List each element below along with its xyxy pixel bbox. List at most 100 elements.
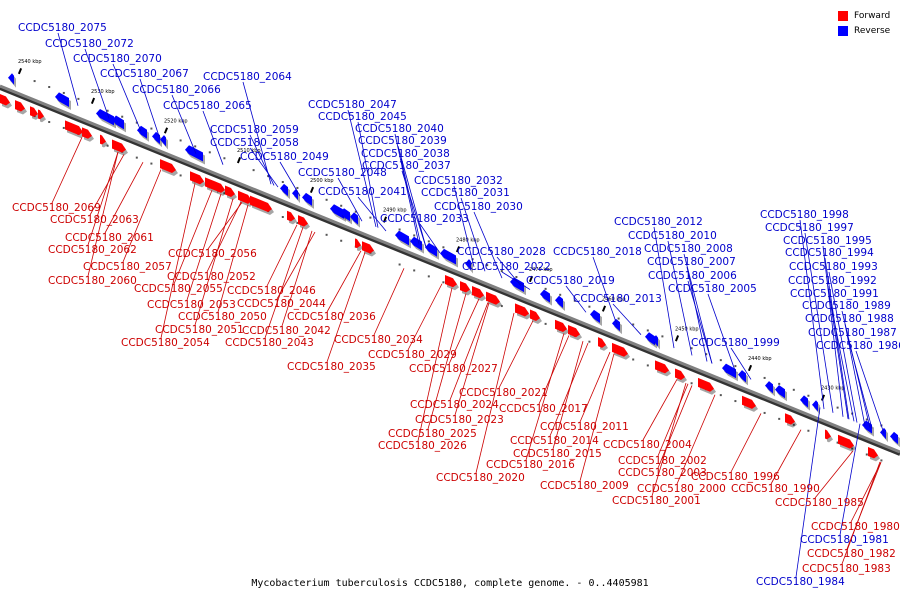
reverse-gene-arrow[interactable] — [465, 259, 471, 271]
reverse-gene-arrow[interactable] — [645, 332, 655, 346]
forward-gene-label: CCDC5180_1990 — [731, 483, 820, 495]
reverse-gene-arrow[interactable] — [722, 363, 736, 379]
reverse-gene-arrow[interactable] — [555, 295, 563, 308]
forward-gene-label-leader — [475, 312, 515, 474]
forward-gene-arrow[interactable] — [785, 413, 795, 425]
reverse-gene-arrow[interactable] — [152, 131, 160, 145]
reverse-gene-arrow[interactable] — [330, 204, 344, 219]
reverse-gene-arrow[interactable] — [590, 309, 600, 323]
forward-gene-label-leader — [841, 461, 881, 565]
forward-gene-label: CCDC5180_2051 — [155, 324, 244, 336]
forward-gene-arrow[interactable] — [287, 210, 295, 222]
minor-tick — [763, 411, 766, 414]
forward-gene-arrow[interactable] — [38, 109, 44, 120]
forward-gene-arrow[interactable] — [362, 241, 374, 254]
reverse-gene-arrow[interactable] — [890, 431, 898, 445]
forward-gene-label: CCDC5180_2027 — [409, 363, 498, 375]
reverse-gene-arrow[interactable] — [292, 188, 298, 201]
reverse-gene-arrow[interactable] — [738, 370, 746, 383]
forward-gene-arrow[interactable] — [825, 429, 831, 440]
forward-gene-label: CCDC5180_1985 — [775, 497, 864, 509]
forward-gene-label-leader — [89, 154, 125, 216]
reverse-gene-arrow[interactable] — [160, 135, 166, 147]
reverse-gene-arrow[interactable] — [8, 73, 14, 85]
reverse-gene-arrow[interactable] — [765, 381, 773, 394]
reverse-gene-label-leader — [730, 347, 752, 380]
forward-gene-arrow[interactable] — [445, 274, 457, 288]
reverse-gene-arrow[interactable] — [96, 109, 114, 126]
forward-gene-arrow[interactable] — [555, 319, 567, 332]
reverse-gene-arrow[interactable] — [340, 208, 350, 222]
forward-gene-label: CCDC5180_2016 — [486, 459, 575, 471]
forward-gene-label: CCDC5180_2026 — [378, 440, 467, 452]
reverse-gene-arrow[interactable] — [812, 400, 818, 412]
reverse-gene-label: CCDC5180_2008 — [644, 243, 733, 255]
forward-gene-label: CCDC5180_2003 — [618, 467, 707, 479]
forward-gene-label-leader — [770, 429, 802, 485]
reverse-gene-label: CCDC5180_2070 — [73, 53, 162, 65]
reverse-gene-label-leader — [279, 161, 301, 197]
forward-gene-label-leader — [373, 268, 405, 336]
forward-gene-arrow[interactable] — [838, 434, 854, 449]
forward-gene-arrow[interactable] — [675, 368, 685, 380]
forward-gene-arrow[interactable] — [698, 377, 714, 392]
forward-gene-arrow[interactable] — [598, 337, 606, 348]
forward-gene-arrow[interactable] — [100, 134, 106, 145]
forward-gene-arrow[interactable] — [82, 127, 92, 139]
reverse-gene-label: CCDC5180_1989 — [802, 300, 891, 312]
forward-gene-arrow[interactable] — [225, 185, 235, 197]
legend-label-reverse: Reverse — [854, 25, 891, 36]
reverse-gene-arrow[interactable] — [55, 92, 69, 108]
forward-gene-label: CCDC5180_1983 — [802, 563, 891, 575]
forward-gene-arrow[interactable] — [250, 195, 272, 212]
forward-gene-arrow[interactable] — [190, 171, 204, 185]
reverse-gene-arrow[interactable] — [137, 125, 147, 139]
reverse-gene-label: CCDC5180_1986 — [816, 340, 900, 352]
forward-gene-arrow[interactable] — [0, 94, 10, 106]
minor-tick — [427, 240, 430, 243]
reverse-gene-arrow[interactable] — [540, 289, 550, 303]
forward-gene-arrow[interactable] — [65, 120, 83, 136]
forward-gene-arrow[interactable] — [515, 303, 529, 317]
forward-gene-arrow[interactable] — [215, 181, 225, 193]
reverse-gene-arrow[interactable] — [880, 427, 886, 440]
forward-gene-arrow[interactable] — [612, 342, 628, 357]
forward-gene-arrow[interactable] — [460, 281, 470, 293]
forward-gene-label-leader — [281, 230, 313, 327]
forward-gene-arrow[interactable] — [355, 238, 361, 249]
forward-gene-label-leader — [427, 293, 467, 430]
reverse-gene-arrow[interactable] — [112, 115, 124, 130]
reverse-gene-arrow[interactable] — [652, 335, 658, 347]
reverse-gene-label-leader — [839, 423, 861, 536]
forward-gene-arrow[interactable] — [15, 100, 25, 112]
reverse-gene-arrow[interactable] — [510, 277, 524, 293]
reverse-gene-arrow[interactable] — [612, 318, 620, 332]
forward-gene-arrow[interactable] — [112, 139, 126, 153]
minor-tick — [573, 299, 576, 302]
reverse-gene-arrow[interactable] — [800, 395, 808, 408]
reverse-gene-arrow[interactable] — [395, 230, 409, 246]
forward-gene-label-leader — [417, 287, 453, 442]
forward-gene-arrow[interactable] — [30, 106, 38, 117]
reverse-gene-label-leader — [460, 197, 486, 272]
reverse-gene-arrow[interactable] — [775, 385, 785, 399]
forward-gene-arrow[interactable] — [568, 324, 580, 338]
reverse-gene-arrow[interactable] — [410, 236, 422, 251]
forward-gene-arrow[interactable] — [655, 360, 669, 374]
reverse-gene-arrow[interactable] — [440, 248, 456, 265]
reverse-gene-arrow[interactable] — [425, 242, 437, 257]
forward-gene-arrow[interactable] — [530, 309, 540, 321]
forward-gene-arrow[interactable] — [472, 285, 484, 299]
forward-gene-arrow[interactable] — [742, 395, 756, 409]
reverse-gene-arrow[interactable] — [350, 212, 358, 225]
reverse-gene-arrow[interactable] — [280, 183, 288, 197]
minor-tick — [62, 91, 65, 94]
reverse-gene-label: CCDC5180_2047 — [308, 99, 397, 111]
forward-gene-arrow[interactable] — [486, 291, 500, 305]
forward-gene-arrow[interactable] — [298, 215, 308, 227]
forward-gene-arrow[interactable] — [238, 190, 252, 204]
reverse-gene-arrow[interactable] — [185, 145, 203, 162]
forward-gene-arrow[interactable] — [160, 159, 176, 173]
reverse-gene-arrow[interactable] — [302, 192, 312, 206]
forward-gene-arrow[interactable] — [868, 446, 878, 459]
